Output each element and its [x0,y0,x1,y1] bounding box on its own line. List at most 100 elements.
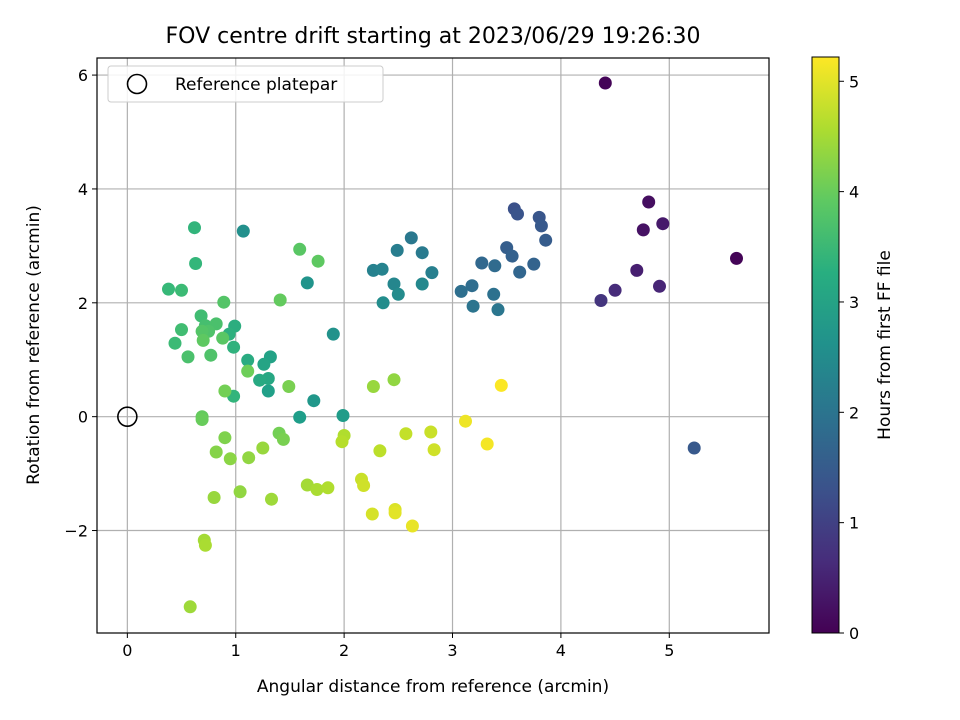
data-point [175,323,188,337]
data-point [227,340,241,354]
data-point [390,243,404,257]
data-point [242,451,256,465]
data-point [608,283,622,297]
y-tick-label: 4 [78,180,88,199]
data-point [223,452,237,466]
data-point [653,279,666,293]
data-point [488,259,502,273]
data-point [175,283,188,297]
legend: Reference platepar [107,65,384,103]
data-point [404,231,418,245]
data-point [189,257,203,270]
data-point [642,195,656,209]
data-point [475,256,489,270]
reference-platepar-marker [117,406,138,427]
data-point [465,279,479,293]
chart-title: FOV centre drift starting at 2023/06/29 … [166,24,701,49]
y-tick-label: 6 [78,66,88,85]
colorbar-tick-label: 4 [849,183,859,202]
data-point [391,287,405,301]
data-point [241,364,255,378]
data-point [273,293,287,307]
data-point [326,327,340,341]
x-tick-label: 1 [231,641,241,660]
data-point [730,251,743,265]
data-point [427,443,441,457]
x-tick-label: 5 [664,641,674,660]
data-point [218,384,232,398]
data-point [534,219,548,233]
data-point [293,410,307,424]
data-point [636,223,650,237]
data-point [511,207,524,221]
data-point [336,409,350,422]
data-point [480,437,494,451]
data-point [387,373,401,387]
data-point [233,485,247,499]
data-point [387,277,401,291]
data-point [256,441,270,455]
colorbar-tick-label: 0 [849,624,859,643]
data-point [365,507,379,521]
data-point [399,427,413,441]
data-point [527,257,541,271]
data-point [454,284,468,298]
data-point [204,348,218,362]
data-point [491,303,505,317]
data-point [307,394,321,408]
data-point [207,491,221,504]
colorbar-tick-label: 1 [849,514,859,533]
data-point [415,277,429,291]
colorbar-ticks: 0 1 2 3 4 5 [839,72,859,643]
data-point [218,431,232,445]
data-point [630,263,644,277]
data-point [466,299,480,313]
y-tick-label: 0 [78,408,88,427]
data-point [375,262,389,276]
x-tick-label: 3 [447,641,457,660]
x-tick-label: 4 [556,641,566,660]
data-point [236,224,250,238]
colorbar-tick-label: 2 [849,403,859,422]
data-point [300,478,314,492]
data-point [376,296,390,310]
colorbar [811,56,840,634]
x-tick-label: 0 [122,641,132,660]
data-point [253,373,267,387]
data-point [282,380,296,393]
data-point [459,414,472,428]
x-tick-label: 2 [339,641,349,660]
data-point [321,481,335,495]
y-tick-label: −2 [64,522,88,541]
data-point [195,413,209,426]
x-axis-ticks: 0 1 2 3 4 5 [122,633,674,660]
data-points [162,76,743,614]
data-point [261,384,275,398]
legend-open-circle-icon [126,73,148,95]
data-point [181,350,195,364]
data-point [194,309,208,323]
data-point [505,249,519,263]
legend-box [107,65,384,103]
data-point [310,483,324,496]
data-point [300,276,314,290]
data-point [198,538,212,552]
data-point [265,492,278,506]
plot-area [97,58,769,633]
y-axis-ticks: −2 0 2 4 6 [64,66,97,541]
colorbar-tick-label: 5 [849,72,859,91]
data-point [162,282,175,296]
data-point [366,380,380,393]
data-point [687,441,701,455]
data-point [424,425,438,439]
data-point [513,265,527,279]
data-point [594,294,608,307]
data-point [241,353,255,367]
data-point [357,479,371,492]
data-point [405,519,419,533]
data-point [209,445,223,459]
data-point [494,378,508,392]
data-point [388,506,402,520]
data-point [217,295,231,309]
